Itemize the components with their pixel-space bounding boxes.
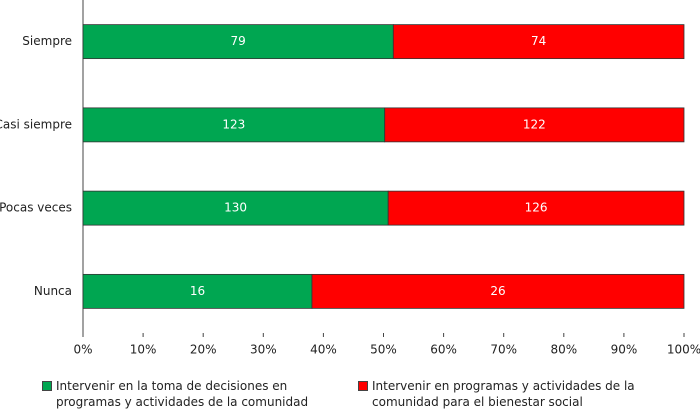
y-tick-label: Siempre (22, 34, 72, 48)
legend-swatch (42, 381, 52, 391)
bar (384, 107, 685, 143)
x-tick-label: 30% (250, 343, 277, 357)
legend-label: Intervenir en programas y actividades de… (372, 379, 635, 409)
x-tick-label: 80% (550, 343, 577, 357)
bar (82, 24, 394, 60)
x-tick-label: 20% (190, 343, 217, 357)
x-tick-label: 70% (490, 343, 517, 357)
value-label: 122 (523, 117, 546, 131)
value-label: 26 (490, 284, 505, 298)
x-tick-label: 0% (73, 343, 92, 357)
plot: 0% 10% 20% 30% 40% 50% 60% 70% 80% 90% 100% Siempre… (0, 0, 700, 357)
legend-label: Intervenir en la toma de decisiones en p… (56, 379, 309, 409)
x-tick-label: 40% (310, 343, 337, 357)
y-tick-label: Pocas veces (0, 201, 72, 215)
x-tick-label: 10% (130, 343, 157, 357)
value-label: 74 (531, 34, 546, 48)
bar (82, 107, 386, 143)
legend-swatch (358, 381, 368, 391)
x-tick-label: 60% (430, 343, 457, 357)
value-label: 16 (190, 284, 205, 298)
y-tick-label: Casi siempre (0, 117, 72, 131)
bar (82, 190, 389, 226)
value-label: 79 (231, 34, 246, 48)
legend-item: Intervenir en la toma de decisiones en p… (42, 378, 342, 410)
bar (392, 24, 685, 60)
bar (311, 273, 685, 309)
value-label: 126 (525, 201, 548, 215)
value-label: 123 (222, 117, 245, 131)
x-tick-label: 100% (667, 343, 700, 357)
y-tick-label: Nunca (34, 284, 72, 298)
legend-item: Intervenir en programas y actividades de… (358, 378, 678, 410)
bar (387, 190, 685, 226)
x-tick-label: 50% (370, 343, 397, 357)
bar (82, 273, 313, 309)
value-label: 130 (224, 201, 247, 215)
x-tick-label: 90% (611, 343, 638, 357)
